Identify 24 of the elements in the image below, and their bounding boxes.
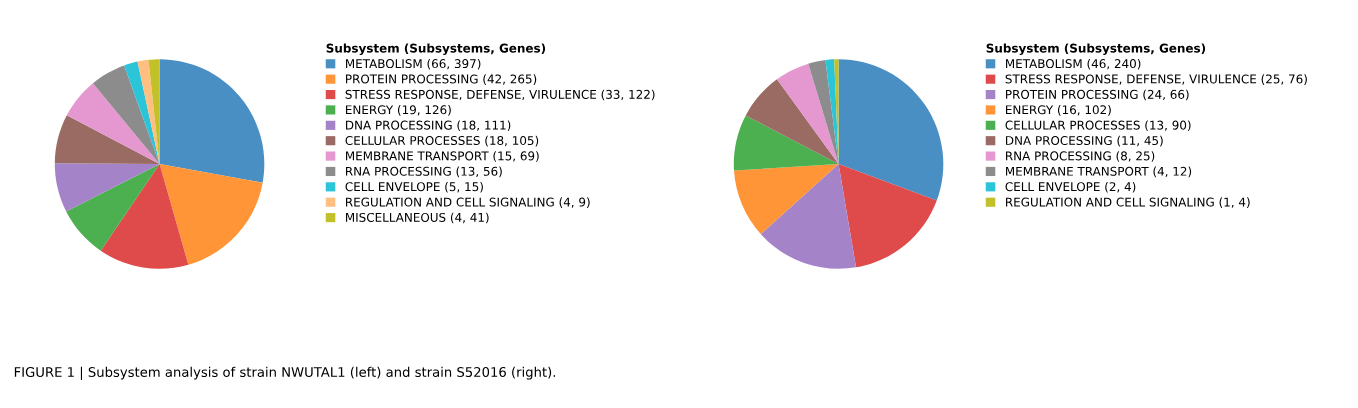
legend-label: DNA PROCESSING (18, 111) xyxy=(346,120,511,132)
legend-label: CELLULAR PROCESSES (13, 90) xyxy=(1005,120,1191,132)
legend-label: CELL ENVELOPE (2, 4) xyxy=(1005,181,1136,193)
legend-label: MEMBRANE TRANSPORT (4, 12) xyxy=(1006,166,1192,178)
legend-label: CELL ENVELOPE (5, 15) xyxy=(345,181,483,193)
legend-label: ENERGY (16, 102) xyxy=(1006,105,1111,116)
legend-label: MEMBRANE TRANSPORT (15, 69) xyxy=(346,151,539,162)
legend-label: ENERGY (19, 126) xyxy=(346,105,451,116)
legend-label: CELLULAR PROCESSES (18, 105) xyxy=(345,135,539,147)
legend-label: METABOLISM (46, 240) xyxy=(1006,58,1141,70)
legend-label: REGULATION AND CELL SIGNALING (1, 4) xyxy=(1006,197,1250,208)
legend-label: RNA PROCESSING (8, 25) xyxy=(1006,151,1155,162)
legend-label: MISCELLANEOUS (4, 41) xyxy=(346,212,489,224)
caption: FIGURE 1 | Subsystem analysis of strain NWUTAL1 (left) and strain S52016 (right). xyxy=(14,366,556,380)
legend-label: PROTEIN PROCESSING (24, 66) xyxy=(1006,89,1189,101)
legend-label: STRESS RESPONSE, DEFENSE, VIRULENCE (33, 122) xyxy=(345,89,655,101)
legend-label: STRESS RESPONSE, DEFENSE, VIRULENCE (25, 76) xyxy=(1005,74,1307,85)
legend-title: Subsystem (Subsystems, Genes) xyxy=(986,43,1206,56)
legend-label: PROTEIN PROCESSING (42, 265) xyxy=(346,74,537,85)
legend-label: REGULATION AND CELL SIGNALING (4, 9) xyxy=(346,197,590,208)
legend-title: Subsystem (Subsystems, Genes) xyxy=(326,43,546,56)
legend-label: METABOLISM (66, 397) xyxy=(346,58,481,70)
legend-label: RNA PROCESSING (13, 56) xyxy=(346,166,502,178)
legend-label: DNA PROCESSING (11, 45) xyxy=(1006,135,1163,147)
